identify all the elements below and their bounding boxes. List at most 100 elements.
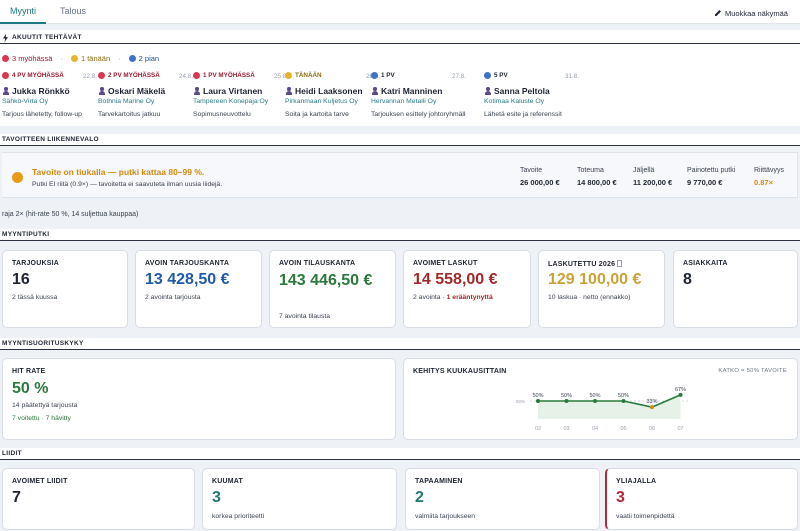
task-company: Bothnia Marine Oy (98, 98, 155, 105)
trend-line (538, 394, 681, 408)
trend-point (678, 392, 683, 397)
pipeline-card-label: TARJOUKSIA (12, 260, 59, 267)
trend-x-tick: 06 (649, 426, 655, 432)
goal-stat-target: Tavoite 26 000,00 € (520, 167, 560, 187)
pipeline-card-sub: 10 laskua · netto (ennakko) (548, 294, 631, 301)
trend-x-tick: 02 (535, 426, 541, 432)
task-tag: TÄNÄÄN (285, 72, 380, 79)
task-company: Tampereen Konepaja Oy (193, 98, 269, 105)
lead-card[interactable]: TAPAAMINEN 2 valmiita tarjoukseen (405, 468, 600, 530)
pencil-icon (715, 10, 721, 16)
task-tag: 4 PV MYÖHÄSSÄ (2, 72, 97, 79)
person-icon (285, 87, 292, 95)
status-dot-icon (371, 72, 378, 79)
legend-soon: 2 pian (128, 54, 159, 63)
trend-point-label: 50% (532, 393, 543, 399)
person-icon (193, 87, 200, 95)
task-date: 22.8. (82, 73, 97, 80)
leads-section-title: LIIDIT (0, 448, 800, 460)
lead-card[interactable]: YLIAJALLA 3 vaatii toimenpidettä (605, 468, 798, 530)
trend-x-tick: 05 (620, 426, 626, 432)
task-note: Tarjouksen esittely johtoryhmälle (371, 111, 466, 118)
person-icon (371, 87, 378, 95)
goal-status: Tavoite on tiukalla — putki kattaa 80–99… (32, 167, 205, 177)
trend-point (593, 399, 597, 403)
task-tag: 1 PV (371, 72, 466, 79)
pipeline-card-sub: 2 avointa tarjousta (145, 294, 201, 301)
task-note: Sopimusneuvottelu (193, 111, 251, 118)
tab-myynti[interactable]: Myynti (10, 6, 37, 16)
lead-card-label: TAPAAMINEN (415, 478, 463, 485)
task-contact: Jukka Rönkkö (2, 86, 97, 96)
today-dot-icon (70, 55, 78, 62)
status-dot-icon (98, 72, 105, 79)
task-date: 31.8. (564, 73, 579, 80)
trend-x-tick: 03 (563, 426, 569, 432)
person-icon (98, 87, 105, 95)
pipeline-card[interactable]: TARJOUKSIA 16 2 tässä kuussa (2, 250, 128, 328)
pipeline-card-value: 129 100,00 € (548, 271, 642, 288)
trend-point-label: 50% (618, 393, 629, 399)
pipeline-card[interactable]: AVOIN TILAUSKANTA 143 446,50 € 7 avointa t… (269, 250, 396, 328)
status-dot-icon (2, 72, 9, 79)
task-item[interactable]: 1 PV 27.8. Katri Manninen Hervannan Metalli… (371, 72, 466, 124)
monthly-trend-note: KATKO = 50% TAVOITE (718, 368, 787, 374)
monthly-trend-card: KEHITYS KUUKAUSITTAIN KATKO = 50% TAVOIT… (403, 358, 798, 440)
goal-detail: Putki EI riitä (0.9×) — tavoitetta ei sa… (32, 181, 223, 188)
tab-talous[interactable]: Talous (60, 6, 87, 16)
pipeline-card[interactable]: ASIAKKAITA 8 (673, 250, 798, 328)
lead-card-sub: valmiita tarjoukseen (415, 513, 476, 520)
lead-card[interactable]: AVOIMET LIIDIT 7 (2, 468, 195, 530)
target-label: 50% (516, 399, 525, 404)
trend-point (650, 405, 654, 410)
pipeline-card-value: 13 428,50 € (145, 271, 230, 288)
urgent-legend: 3 myöhässä · 1 tänään · 2 pian (2, 54, 159, 63)
task-item[interactable]: 4 PV MYÖHÄSSÄ 22.8. Jukka Rönkkö Sähkö-Virt… (2, 72, 97, 124)
trend-x-tick: 04 (592, 426, 598, 432)
task-company: Sähkö-Virta Oy (2, 98, 48, 105)
task-contact: Sanna Peltola (484, 86, 579, 96)
late-dot-icon (2, 55, 9, 62)
task-company: Kotimaa Kaluste Oy (484, 98, 545, 105)
lead-card-value: 3 (212, 489, 221, 506)
trend-area (538, 394, 681, 419)
person-icon (2, 87, 9, 95)
task-item[interactable]: 1 PV MYÖHÄSSÄ 25.8. Laura Virtanen Tamperee… (193, 72, 288, 124)
trend-point (536, 399, 540, 403)
lead-card[interactable]: KUUMAT 3 korkea prioriteetti (202, 468, 397, 530)
task-item[interactable]: 2 PV MYÖHÄSSÄ 24.8. Oskari Mäkelä Bothnia M… (98, 72, 193, 124)
legend-late: 3 myöhässä (2, 54, 52, 63)
lead-card-label: KUUMAT (212, 478, 244, 485)
trend-x-tick: 07 (677, 426, 683, 432)
trend-point-label: 67% (675, 387, 686, 393)
traffic-light-icon (12, 172, 23, 183)
task-company: Hervannan Metalli Oy (371, 98, 437, 105)
pipeline-card[interactable]: AVOIMET LASKUT 14 558,00 € 2 avointa · 1 e… (403, 250, 531, 328)
goal-stat-remaining: Jäljellä 11 200,00 € (633, 167, 673, 187)
pipeline-card-sub: 7 avointa tilausta (279, 313, 331, 320)
pipeline-card-sub: 2 tässä kuussa (12, 294, 58, 301)
status-dot-icon (484, 72, 491, 79)
task-date: 27.8. (451, 73, 466, 80)
hit-rate-sub1: 14 päätettyä tarjousta (12, 402, 78, 409)
lead-card-sub: korkea prioriteetti (212, 513, 265, 520)
goal-section-title: TAVOITTEEN LIIKENNEVALO (0, 134, 800, 146)
task-contact: Heidi Laaksonen (285, 86, 380, 96)
lead-card-label: AVOIMET LIIDIT (12, 478, 68, 485)
hit-rate-card[interactable]: HIT RATE 50 % 14 päätettyä tarjousta 7 v… (2, 358, 396, 440)
legend-today: 1 tänään (70, 54, 110, 63)
urgent-panel (0, 30, 800, 126)
pipeline-card[interactable]: LASKUTETTU 2026 129 100,00 € 10 laskua · … (538, 250, 665, 328)
trend-point-label: 33% (646, 399, 657, 405)
performance-section-title: MYYNTISUORITUSKYKY (0, 338, 800, 350)
urgent-section-title: AKUUTIT TEHTÄVÄT (0, 32, 800, 44)
task-contact: Katri Manninen (371, 86, 466, 96)
task-contact: Laura Virtanen (193, 86, 288, 96)
task-item[interactable]: 5 PV 31.8. Sanna Peltola Kotimaa Kaluste Oy… (484, 72, 579, 124)
edit-view-button[interactable]: Muokkaa näkymää (714, 6, 788, 20)
lead-card-sub: vaatii toimenpidettä (616, 513, 675, 520)
pipeline-card[interactable]: AVOIN TARJOUSKANTA 13 428,50 € 2 avointa t… (135, 250, 262, 328)
hit-rate-sub2: 7 voitettu · 7 hävitty (12, 415, 71, 422)
task-tag: 5 PV (484, 72, 579, 79)
